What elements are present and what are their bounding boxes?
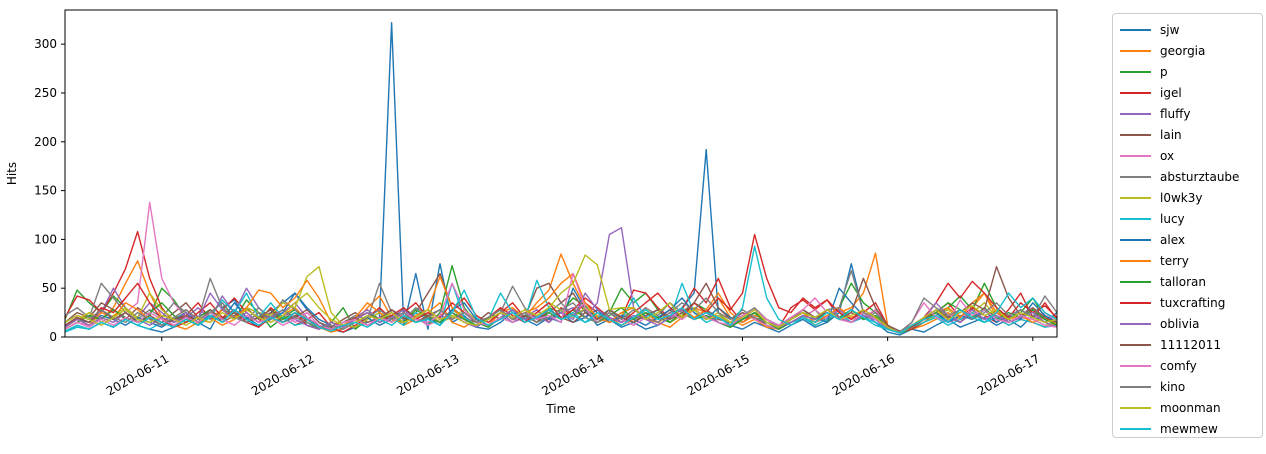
legend-label: terry: [1160, 253, 1189, 268]
legend-label: sjw: [1160, 22, 1180, 37]
x-tick-label: 2020-06-16: [830, 351, 897, 398]
x-tick-label: 2020-06-15: [685, 351, 752, 398]
legend-line-sample: [1120, 154, 1151, 157]
x-tick-label: 2020-06-12: [249, 351, 316, 398]
legend-label: kino: [1160, 379, 1186, 394]
legend-entry-11112011: 11112011: [1113, 334, 1262, 355]
legend-line-sample: [1120, 322, 1151, 325]
legend-line-sample: [1120, 91, 1151, 94]
legend-line-sample: [1120, 364, 1151, 367]
legend-line-sample: [1120, 49, 1151, 52]
x-tick-label: 2020-06-17: [975, 351, 1042, 398]
y-tick-label: 250: [34, 86, 57, 100]
legend-line-sample: [1120, 238, 1151, 241]
legend-line-sample: [1120, 133, 1151, 136]
y-tick-label: 200: [34, 135, 57, 149]
y-tick-label: 100: [34, 232, 57, 246]
legend-label: 11112011: [1160, 337, 1222, 352]
legend-label: georgia: [1160, 43, 1206, 58]
legend-label: absturztaube: [1160, 169, 1240, 184]
legend-entry-kino: kino: [1113, 376, 1262, 397]
legend-entry-ox: ox: [1113, 145, 1262, 166]
legend-line-sample: [1120, 280, 1151, 283]
axes-frame: [64, 9, 1058, 338]
legend-entry-p: p: [1113, 61, 1262, 82]
series-line-mewmew: [64, 245, 1058, 334]
y-tick-label: 150: [34, 184, 57, 198]
y-tick-label: 50: [42, 281, 57, 295]
legend-label: talloran: [1160, 274, 1206, 289]
y-axis-label: Hits: [5, 162, 19, 185]
legend-line-sample: [1120, 70, 1151, 73]
series-line-moonman: [64, 254, 1058, 334]
legend-entry-terry: terry: [1113, 250, 1262, 271]
legend-label: oblivia: [1160, 316, 1200, 331]
legend-line-sample: [1120, 112, 1151, 115]
legend-entry-lucy: lucy: [1113, 208, 1262, 229]
legend-entry-sjw: sjw: [1113, 19, 1262, 40]
legend-entry-fluffy: fluffy: [1113, 103, 1262, 124]
legend-label: lain: [1160, 127, 1182, 142]
legend-label: tuxcrafting: [1160, 295, 1226, 310]
legend-label: moonman: [1160, 400, 1221, 415]
legend-label: ox: [1160, 148, 1175, 163]
axis-ticks: 0 50 100 150 200 250 300 2020-06-11 2020-06-12 20…: [34, 37, 1042, 398]
legend-label: p: [1160, 64, 1168, 79]
x-tick-label: 2020-06-11: [104, 351, 171, 398]
legend-line-sample: [1120, 427, 1151, 430]
legend-label: mewmew: [1160, 421, 1218, 436]
legend-entry-mewmew: mewmew: [1113, 418, 1262, 439]
legend-entry-l0wk3y: l0wk3y: [1113, 187, 1262, 208]
legend-line-sample: [1120, 259, 1151, 262]
legend-line-sample: [1120, 175, 1151, 178]
series-lines: [64, 22, 1058, 336]
legend-entry-moonman: moonman: [1113, 397, 1262, 418]
legend-entry-alex: alex: [1113, 229, 1262, 250]
y-tick-label: 300: [34, 37, 57, 51]
legend-entry-georgia: georgia: [1113, 40, 1262, 61]
legend-label: l0wk3y: [1160, 190, 1203, 205]
legend-entry-absturztaube: absturztaube: [1113, 166, 1262, 187]
legend-line-sample: [1120, 343, 1151, 346]
legend-line-sample: [1120, 385, 1151, 388]
legend-label: igel: [1160, 85, 1182, 100]
legend-label: lucy: [1160, 211, 1185, 226]
x-axis-label: Time: [545, 402, 575, 416]
legend-line-sample: [1120, 406, 1151, 409]
legend-entry-tuxcrafting: tuxcrafting: [1113, 292, 1262, 313]
legend-label: comfy: [1160, 358, 1197, 373]
legend-entry-oblivia: oblivia: [1113, 313, 1262, 334]
legend-line-sample: [1120, 28, 1151, 31]
legend-label: alex: [1160, 232, 1185, 247]
legend-line-sample: [1120, 217, 1151, 220]
x-tick-label: 2020-06-13: [394, 351, 461, 398]
legend-line-sample: [1120, 301, 1151, 304]
x-tick-label: 2020-06-14: [539, 351, 606, 398]
legend-line-sample: [1120, 196, 1151, 199]
legend-label: fluffy: [1160, 106, 1191, 121]
legend-entry-igel: igel: [1113, 82, 1262, 103]
legend-entry-lain: lain: [1113, 124, 1262, 145]
legend: sjw georgia p igel fluffy lain ox absturztaube l…: [1112, 13, 1263, 438]
y-tick-label: 0: [49, 330, 57, 344]
legend-entry-comfy: comfy: [1113, 355, 1262, 376]
legend-entry-talloran: talloran: [1113, 271, 1262, 292]
